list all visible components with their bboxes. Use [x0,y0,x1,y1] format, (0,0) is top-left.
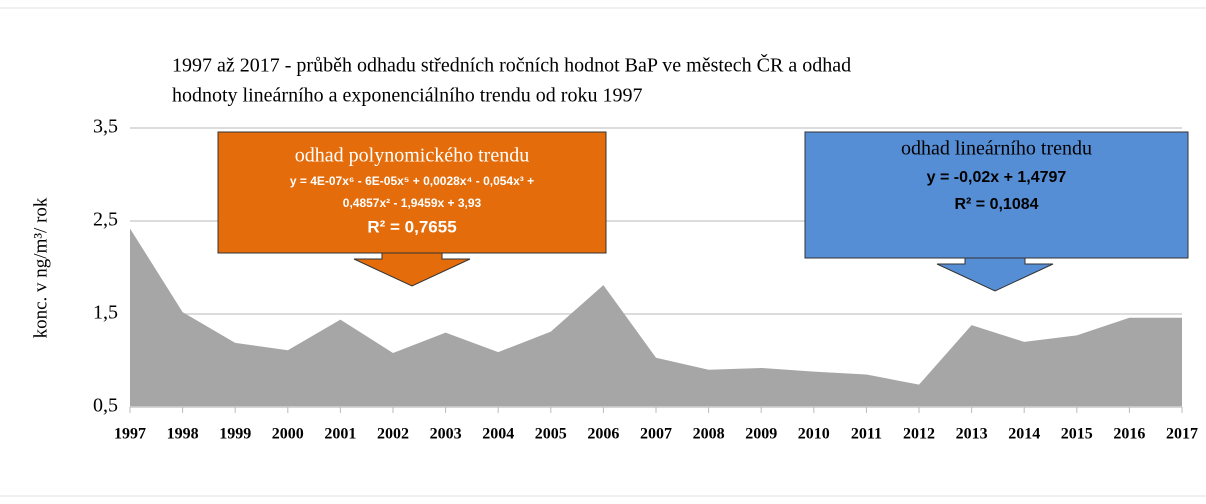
annotation: odhad polynomického trendu y = 4E-07x⁶ - … [217,131,607,287]
sheet-lines [0,7,1206,497]
x-tick-label: 2016 [1113,426,1145,443]
x-tick-label: 2002 [377,426,409,443]
x-tick-label: 2017 [1166,426,1198,443]
x-tick-label: 2014 [1008,426,1040,443]
y-tick-label: 2,5 [93,209,118,231]
annotation-box [217,131,607,254]
x-tick-label: 2007 [640,426,672,443]
x-tick-label: 1998 [167,426,199,443]
y-tick-label: 0,5 [93,395,118,417]
x-tick-label: 2005 [535,426,567,443]
annotation: odhad lineárního trendu y = -0,02x + 1,47… [804,131,1189,292]
y-tick-label: 1,5 [93,302,118,324]
y-axis-label: konc. v ng/m³/ rok [30,197,51,338]
chart-title: hodnoty lineárního a exponenciálního tre… [172,85,642,107]
x-tick-label: 2004 [482,426,514,443]
x-tick-label: 1999 [219,426,251,443]
annotation-text: odhad lineárního trendu [901,138,1092,160]
x-tick-label: 2011 [851,426,882,443]
annotation-text: y = 4E-07x⁶ - 6E-05x⁵ + 0,0028x⁴ - 0,054… [290,174,534,188]
x-tick-label: 2009 [745,426,777,443]
x-tick-label: 2008 [693,426,725,443]
x-tick-label: 2013 [956,426,988,443]
annotation-box [804,131,1189,259]
x-tick-label: 2012 [903,426,935,443]
annotation-text: 0,4857x² - 1,9459x + 3,93 [343,196,482,210]
chart-title: 1997 až 2017 - průběh odhadu středních r… [172,53,851,77]
annotation-text: y = -0,02x + 1,4797 [927,169,1067,186]
x-tick-label: 1997 [114,426,146,443]
x-tick-label: 2010 [798,426,830,443]
x-tick-label: 2015 [1061,426,1093,443]
x-tick-label: 2000 [272,426,304,443]
annotation-arrow [353,252,471,287]
annotation-text: R² = 0,1084 [954,196,1038,213]
area [130,228,1182,407]
annotation-arrow [936,257,1054,292]
x-tick-label: 2003 [430,426,462,443]
x-tick-label: 2006 [587,426,619,443]
x-tick-label: 2001 [324,426,356,443]
annotation-text: R² = 0,7655 [367,217,456,236]
annotation-text: odhad polynomického trendu [295,145,529,167]
y-tick-label: 3,5 [93,116,118,138]
